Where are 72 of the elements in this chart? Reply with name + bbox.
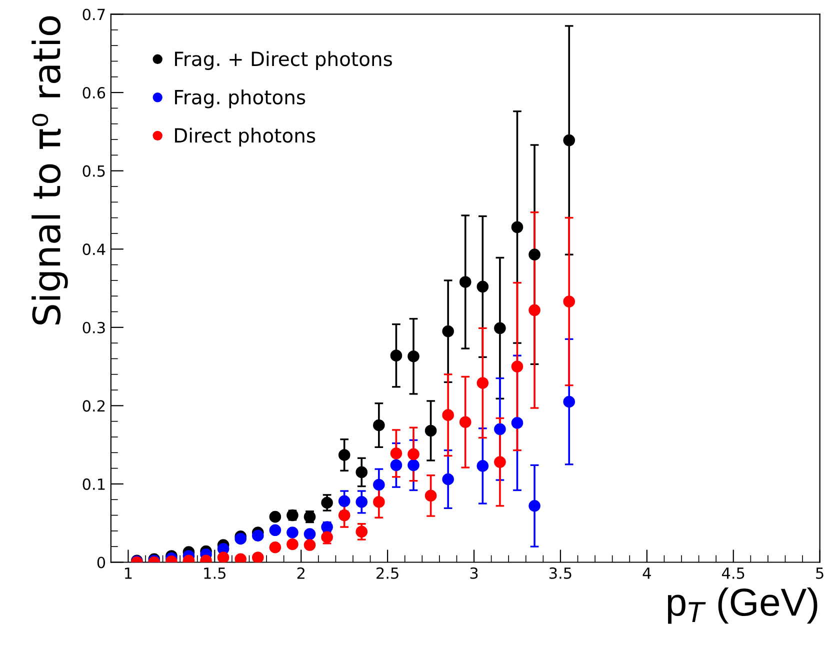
point <box>373 478 385 491</box>
point <box>408 448 420 460</box>
point <box>563 296 576 308</box>
legend-label: Frag. photons <box>175 89 306 108</box>
point <box>494 456 506 468</box>
point <box>234 553 246 562</box>
point <box>528 500 540 512</box>
x-tick-label: 3.5 <box>549 567 572 579</box>
point <box>476 460 489 472</box>
point <box>356 496 368 508</box>
point <box>459 416 472 428</box>
point <box>286 526 298 538</box>
point <box>234 532 246 545</box>
point <box>494 423 506 436</box>
x-axis-title: p$_{T}$ (GeV) <box>668 587 818 624</box>
y-tick-label: 0 <box>97 556 106 568</box>
point <box>373 419 385 432</box>
point <box>494 322 506 334</box>
point <box>269 524 282 536</box>
point <box>304 528 316 540</box>
point <box>373 496 385 508</box>
point <box>442 473 454 486</box>
point <box>269 510 282 523</box>
y-tick-label: 0.1 <box>82 478 105 490</box>
point <box>408 459 420 472</box>
point <box>424 490 437 502</box>
x-tick-label: 2 <box>297 567 304 579</box>
x-tick-label: 1.5 <box>204 568 226 579</box>
point <box>442 409 454 421</box>
point <box>476 280 489 293</box>
point <box>356 466 368 478</box>
y-tick-label: 0.2 <box>82 400 105 412</box>
point <box>390 350 402 362</box>
point <box>511 221 524 234</box>
point <box>442 325 454 338</box>
point <box>424 424 437 437</box>
y-tick-label: 0.6 <box>82 86 106 99</box>
point <box>511 360 524 372</box>
point <box>286 538 298 550</box>
point <box>563 396 576 408</box>
x-tick-label: 2.5 <box>376 567 398 579</box>
y-tick-label: 0.5 <box>82 165 105 177</box>
x-tick-label: 4.5 <box>722 568 744 579</box>
point <box>269 541 282 554</box>
y-axis-title: Signal to π⁰ ratio <box>32 16 68 324</box>
legend-label: Direct photons <box>175 128 316 147</box>
point <box>252 552 264 562</box>
point <box>338 509 350 522</box>
point <box>390 448 402 460</box>
point <box>408 350 420 362</box>
point <box>459 276 472 288</box>
y-tick-label: 0.4 <box>82 244 106 256</box>
x-tick-label: 3 <box>470 567 478 579</box>
point <box>304 539 316 551</box>
point <box>476 377 489 389</box>
y-tick-label: 0.3 <box>82 322 105 334</box>
y-tick-label: 0.7 <box>82 8 105 20</box>
point <box>338 449 350 461</box>
point <box>321 496 333 509</box>
point <box>252 530 264 542</box>
point <box>217 552 230 562</box>
x-tick-label: 4 <box>642 568 651 579</box>
point <box>338 495 350 508</box>
x-tick-label: 5 <box>816 568 824 579</box>
point <box>390 459 402 472</box>
point <box>563 134 576 146</box>
point <box>356 526 368 538</box>
x-tick-label: 1 <box>125 568 132 579</box>
legend-label: Frag. + Direct photons <box>175 51 392 70</box>
point <box>528 248 540 260</box>
point <box>511 416 524 429</box>
point <box>528 304 540 316</box>
